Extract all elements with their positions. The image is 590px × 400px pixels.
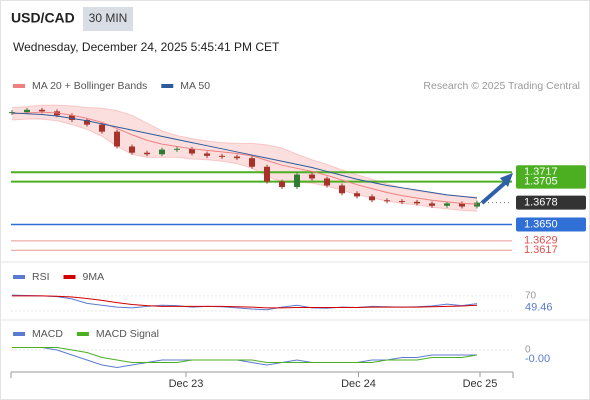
candle-body — [204, 153, 210, 156]
candle-body — [324, 178, 330, 186]
level-box — [516, 174, 586, 189]
current-value: -0.00 — [525, 353, 550, 365]
candle-body — [114, 131, 120, 147]
x-tick-label: Dec 24 — [341, 378, 376, 390]
forecast-arrow — [480, 180, 508, 205]
bollinger-lower — [11, 118, 478, 212]
legend-label: 9MA — [83, 271, 105, 283]
candle-body — [444, 203, 450, 206]
y-tick-label: 0 — [525, 345, 531, 356]
ma-line — [11, 111, 478, 205]
level-box — [516, 217, 586, 232]
y-tick-label: 70 — [525, 291, 537, 302]
legend-label: MACD Signal — [96, 328, 159, 340]
legend-label: MA 20 + Bollinger Bands — [32, 80, 147, 92]
forecast-arrow-head — [500, 173, 513, 187]
legend-swatch — [161, 84, 174, 88]
candle-body — [294, 174, 300, 188]
level-label: 1.3705 — [524, 175, 558, 187]
candle-body — [354, 193, 360, 197]
candle-body — [369, 196, 375, 201]
level-label: 1.3629 — [524, 235, 558, 247]
x-tick-label: Dec 23 — [169, 378, 204, 390]
candle-body — [279, 181, 285, 188]
credit: Research © 2025 Trading Central — [423, 80, 580, 92]
indicator-line — [12, 347, 478, 363]
candle-body — [399, 201, 405, 203]
candle-body — [189, 148, 195, 154]
bollinger-fill — [12, 105, 477, 212]
legend-label: MA 50 — [180, 80, 210, 92]
symbol: USD/CAD — [11, 10, 75, 26]
current-value: 49.46 — [525, 301, 553, 313]
level-label: 1.3617 — [524, 244, 558, 256]
legend-swatch — [13, 275, 25, 279]
candle-body — [339, 185, 345, 194]
candle-body — [474, 202, 480, 207]
candle-body — [414, 201, 420, 204]
candle-body — [159, 149, 165, 155]
candle-body — [129, 146, 135, 153]
candle-body — [99, 124, 105, 132]
legend-swatch — [13, 84, 25, 88]
legend-swatch — [76, 332, 89, 336]
candle-body — [9, 112, 15, 114]
indicator-line — [12, 295, 478, 309]
candle-body — [429, 203, 435, 206]
timestamp: Wednesday, December 24, 2025 5:45:41 PM … — [13, 40, 280, 54]
candle-body — [84, 119, 90, 125]
current-value-bg — [516, 353, 566, 365]
x-tick-label: Dec 25 — [463, 378, 498, 390]
candle-body — [219, 155, 225, 157]
candle-body — [69, 115, 75, 120]
candle-body — [459, 203, 465, 207]
level-label: 1.3650 — [524, 218, 558, 230]
candle-body — [309, 174, 315, 179]
legend-label: MACD — [32, 328, 63, 340]
current-value-bg — [516, 301, 566, 314]
interval-badge — [83, 7, 133, 31]
candle-body — [249, 158, 255, 167]
candle-body — [174, 148, 180, 150]
candle-body — [39, 109, 45, 112]
interval: 30 MIN — [89, 11, 128, 25]
ma-line — [11, 112, 478, 199]
candle-body — [144, 152, 150, 155]
legend-swatch — [13, 332, 25, 336]
candle-body — [384, 200, 390, 202]
candle-body — [264, 166, 270, 182]
legend-label: RSI — [32, 271, 50, 283]
legend-swatch — [63, 275, 76, 279]
level-box — [516, 195, 586, 210]
indicator-line — [12, 347, 477, 369]
level-label: 1.3678 — [524, 197, 558, 209]
candle-body — [24, 109, 30, 113]
candle-body — [234, 156, 240, 159]
